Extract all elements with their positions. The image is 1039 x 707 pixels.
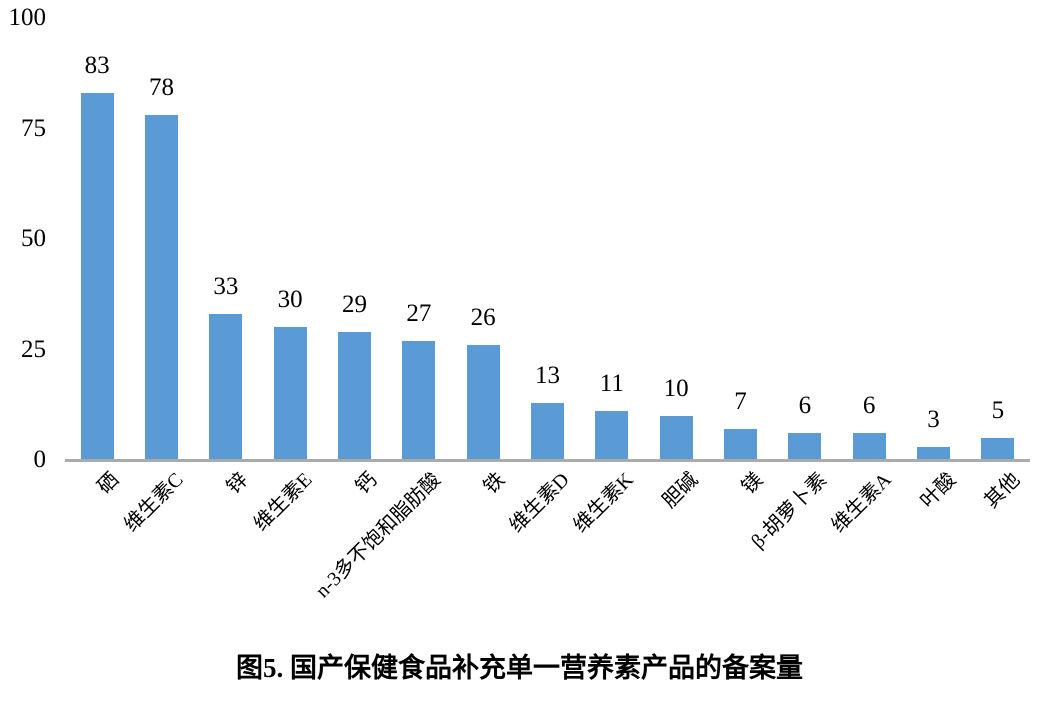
bar-value-label: 10 [663,374,689,402]
bar-value-label: 13 [535,361,560,389]
bar [338,331,371,460]
y-axis-tick-label: 50 [21,225,46,252]
bar [595,411,629,460]
x-axis-label-text: 维生素C [120,468,188,537]
bar [531,402,564,460]
y-axis-tick-label: 75 [21,114,46,142]
bar-value-label: 83 [84,52,110,80]
bar [466,345,500,460]
bar [80,93,114,460]
y-axis-tick-label: 0 [33,446,47,473]
x-axis-label-text: 钙 [351,468,381,499]
bar [145,115,178,460]
bar [852,433,886,460]
bar-value-label: 29 [342,290,367,318]
x-axis-label-text: 锌 [222,468,253,499]
x-axis-label-text: 叶酸 [915,468,960,513]
bar [659,415,693,460]
y-axis-tick-label: 100 [8,4,47,31]
bar-value-label: 3 [927,405,940,433]
bar [788,433,822,460]
bar [402,340,436,460]
x-axis-label-text: 镁 [737,468,767,499]
y-axis-tick-label: 25 [21,335,46,363]
x-axis-label-text: 维生素D [505,468,574,537]
bar-value-label: 5 [991,396,1005,424]
bar [209,314,243,460]
x-axis-label-text: 维生素A [827,468,896,537]
bar-value-label: 6 [798,392,812,420]
x-axis-label-text: 硒 [93,468,124,499]
bar-value-label: 78 [149,74,174,102]
bar-value-label: 7 [734,388,747,416]
bar-value-label: 33 [213,273,239,301]
x-axis-label-text: 其他 [980,468,1025,513]
bar-value-label: 26 [470,304,496,332]
x-axis-label-text: 维生素K [569,468,639,537]
bar-value-label: 27 [406,299,432,327]
bar [724,429,757,460]
x-axis-label-text: 铁 [479,468,510,499]
bar [981,437,1015,460]
x-axis-line [65,459,1030,462]
bar-value-label: 11 [599,370,624,398]
bar [917,446,950,460]
x-axis-label-text: 维生素E [249,468,317,536]
chart-title: 图5. 国产保健食品补充单一营养素产品的备案量 [236,653,803,683]
bar [273,327,307,460]
bar-value-label: 30 [277,286,303,314]
x-axis-label-text: 胆碱 [658,468,703,513]
bar-value-label: 6 [862,392,876,420]
